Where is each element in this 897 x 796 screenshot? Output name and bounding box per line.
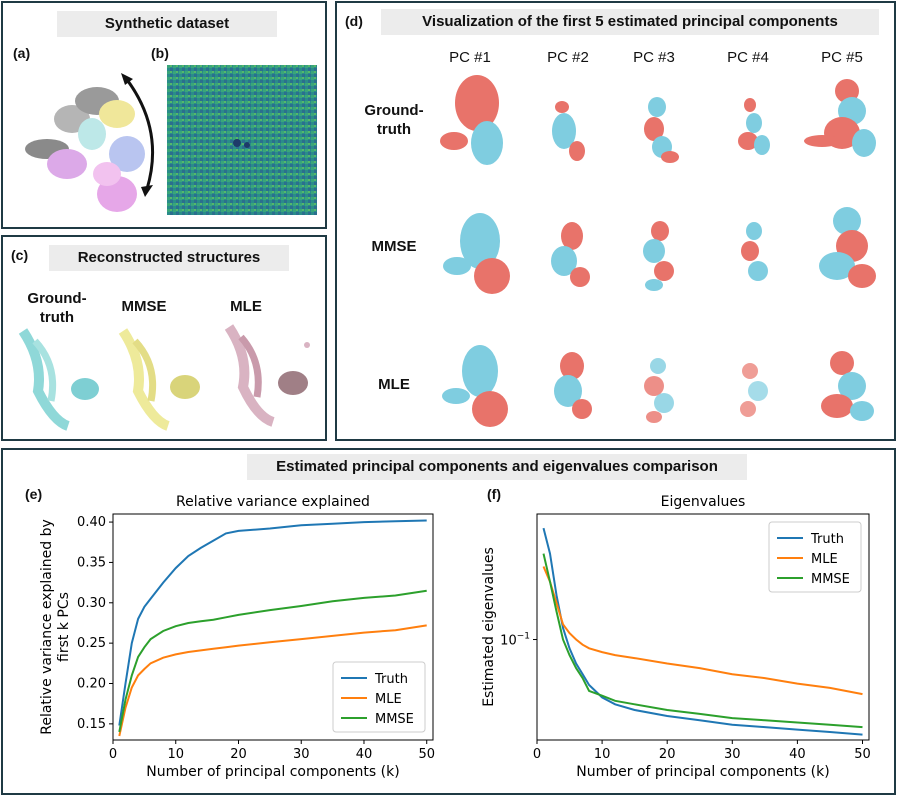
x-tick-label: 0 bbox=[533, 747, 541, 762]
pc-render-mmse-1 bbox=[443, 213, 510, 294]
pc-render-gt-3 bbox=[644, 97, 679, 163]
y-axis-label: Estimated eigenvalues bbox=[481, 547, 497, 707]
row-label: MMSE bbox=[371, 238, 417, 255]
series-line-mmse bbox=[542, 553, 863, 729]
legend-label: Truth bbox=[374, 672, 408, 687]
panel-reconstructed: Reconstructed structures (c) Ground- tru… bbox=[1, 235, 327, 441]
x-axis-label: Number of principal components (k) bbox=[576, 764, 829, 780]
chart-variance-explained: Relative variance explained Number of pri… bbox=[39, 494, 435, 780]
column-label: MMSE bbox=[121, 298, 167, 315]
x-tick-label: 50 bbox=[854, 747, 871, 762]
x-tick-label: 20 bbox=[659, 747, 676, 762]
panel-synthetic-dataset: Synthetic dataset (a) (b) bbox=[1, 1, 327, 229]
pc-render-mle-2 bbox=[554, 352, 592, 419]
label-d: (d) bbox=[345, 13, 363, 29]
label-f: (f) bbox=[487, 486, 501, 502]
label-a: (a) bbox=[13, 45, 31, 61]
pc-render-gt-1 bbox=[440, 75, 503, 165]
y-tick-label: 0.40 bbox=[77, 515, 106, 530]
pc-render-gt-4 bbox=[738, 98, 770, 155]
chart-eigenvalues: Eigenvalues Number of principal component… bbox=[481, 494, 871, 780]
pc-column-label: PC #5 bbox=[821, 49, 863, 66]
panel-title: Reconstructed structures bbox=[49, 245, 289, 271]
series-line-truth bbox=[118, 519, 427, 726]
pc-render-mle-1 bbox=[442, 345, 508, 427]
pc-render-gt-5 bbox=[804, 79, 876, 157]
column-label: MLE bbox=[230, 298, 262, 315]
molecule-illustration bbox=[25, 73, 155, 212]
chart-title: Relative variance explained bbox=[176, 494, 370, 510]
x-tick-label: 0 bbox=[109, 747, 117, 762]
pc-column-label: PC #1 bbox=[449, 49, 491, 66]
x-tick-label: 30 bbox=[293, 747, 310, 762]
x-tick-label: 30 bbox=[724, 747, 741, 762]
reconstruction-mle bbox=[224, 324, 310, 427]
label-b: (b) bbox=[151, 45, 169, 61]
legend-box bbox=[768, 521, 862, 593]
reconstruction-ground-truth bbox=[18, 328, 99, 431]
legend-label: MLE bbox=[811, 552, 838, 567]
pc-render-mmse-4 bbox=[741, 222, 768, 281]
series-line-mle bbox=[118, 624, 427, 737]
chart-title: Eigenvalues bbox=[661, 494, 746, 510]
legend-label: Truth bbox=[810, 532, 844, 547]
pc-render-mmse-5 bbox=[819, 207, 876, 288]
panel-title: Estimated principal components and eigen… bbox=[247, 454, 747, 480]
pc-column-label: PC #3 bbox=[633, 49, 675, 66]
pc-render-mmse-2 bbox=[551, 222, 590, 287]
panel-title: Visualization of the first 5 estimated p… bbox=[381, 9, 879, 35]
pc-render-mle-3 bbox=[644, 358, 674, 423]
legend-label: MMSE bbox=[811, 572, 850, 587]
series-line-mle bbox=[542, 566, 863, 696]
column-label: Ground- truth bbox=[27, 290, 87, 326]
pc-blob-grid bbox=[440, 75, 876, 427]
micrograph-image bbox=[167, 65, 317, 215]
pc-render-mle-4 bbox=[740, 363, 768, 417]
x-axis-label: Number of principal components (k) bbox=[146, 764, 399, 780]
y-axis-label: Relative variance explained byfirst k PC… bbox=[39, 519, 72, 735]
x-tick-label: 40 bbox=[356, 747, 373, 762]
x-tick-label: 10 bbox=[167, 747, 184, 762]
x-tick-label: 50 bbox=[418, 747, 435, 762]
x-tick-label: 20 bbox=[230, 747, 247, 762]
pc-render-mmse-3 bbox=[643, 221, 674, 291]
pc-render-gt-2 bbox=[552, 101, 585, 161]
y-tick-label: 0.20 bbox=[77, 677, 106, 692]
pc-column-label: PC #2 bbox=[547, 49, 589, 66]
legend-label: MLE bbox=[375, 692, 402, 707]
y-tick-label: 0.25 bbox=[77, 636, 106, 651]
row-label: MLE bbox=[378, 376, 410, 393]
pc-column-label: PC #4 bbox=[727, 49, 769, 66]
legend-box bbox=[332, 661, 426, 733]
y-tick-label: 10−1 bbox=[500, 632, 530, 649]
label-c: (c) bbox=[11, 247, 29, 263]
reconstruction-mmse bbox=[118, 328, 200, 431]
label-e: (e) bbox=[25, 486, 43, 502]
series-line-mmse bbox=[118, 589, 427, 733]
row-label: Ground- truth bbox=[364, 102, 424, 138]
plot-frame bbox=[536, 513, 870, 741]
plot-frame bbox=[112, 513, 434, 741]
panel-principal-components: Visualization of the first 5 estimated p… bbox=[335, 1, 896, 441]
y-tick-label: 0.15 bbox=[77, 717, 106, 732]
y-tick-label: 0.35 bbox=[77, 555, 106, 570]
panel-comparison: Estimated principal components and eigen… bbox=[1, 448, 896, 795]
legend-label: MMSE bbox=[375, 712, 414, 727]
y-tick-label: 0.30 bbox=[77, 596, 106, 611]
pc-render-mle-5 bbox=[821, 351, 874, 421]
x-tick-label: 10 bbox=[594, 747, 611, 762]
panel-title: Synthetic dataset bbox=[57, 11, 277, 37]
x-tick-label: 40 bbox=[789, 747, 806, 762]
